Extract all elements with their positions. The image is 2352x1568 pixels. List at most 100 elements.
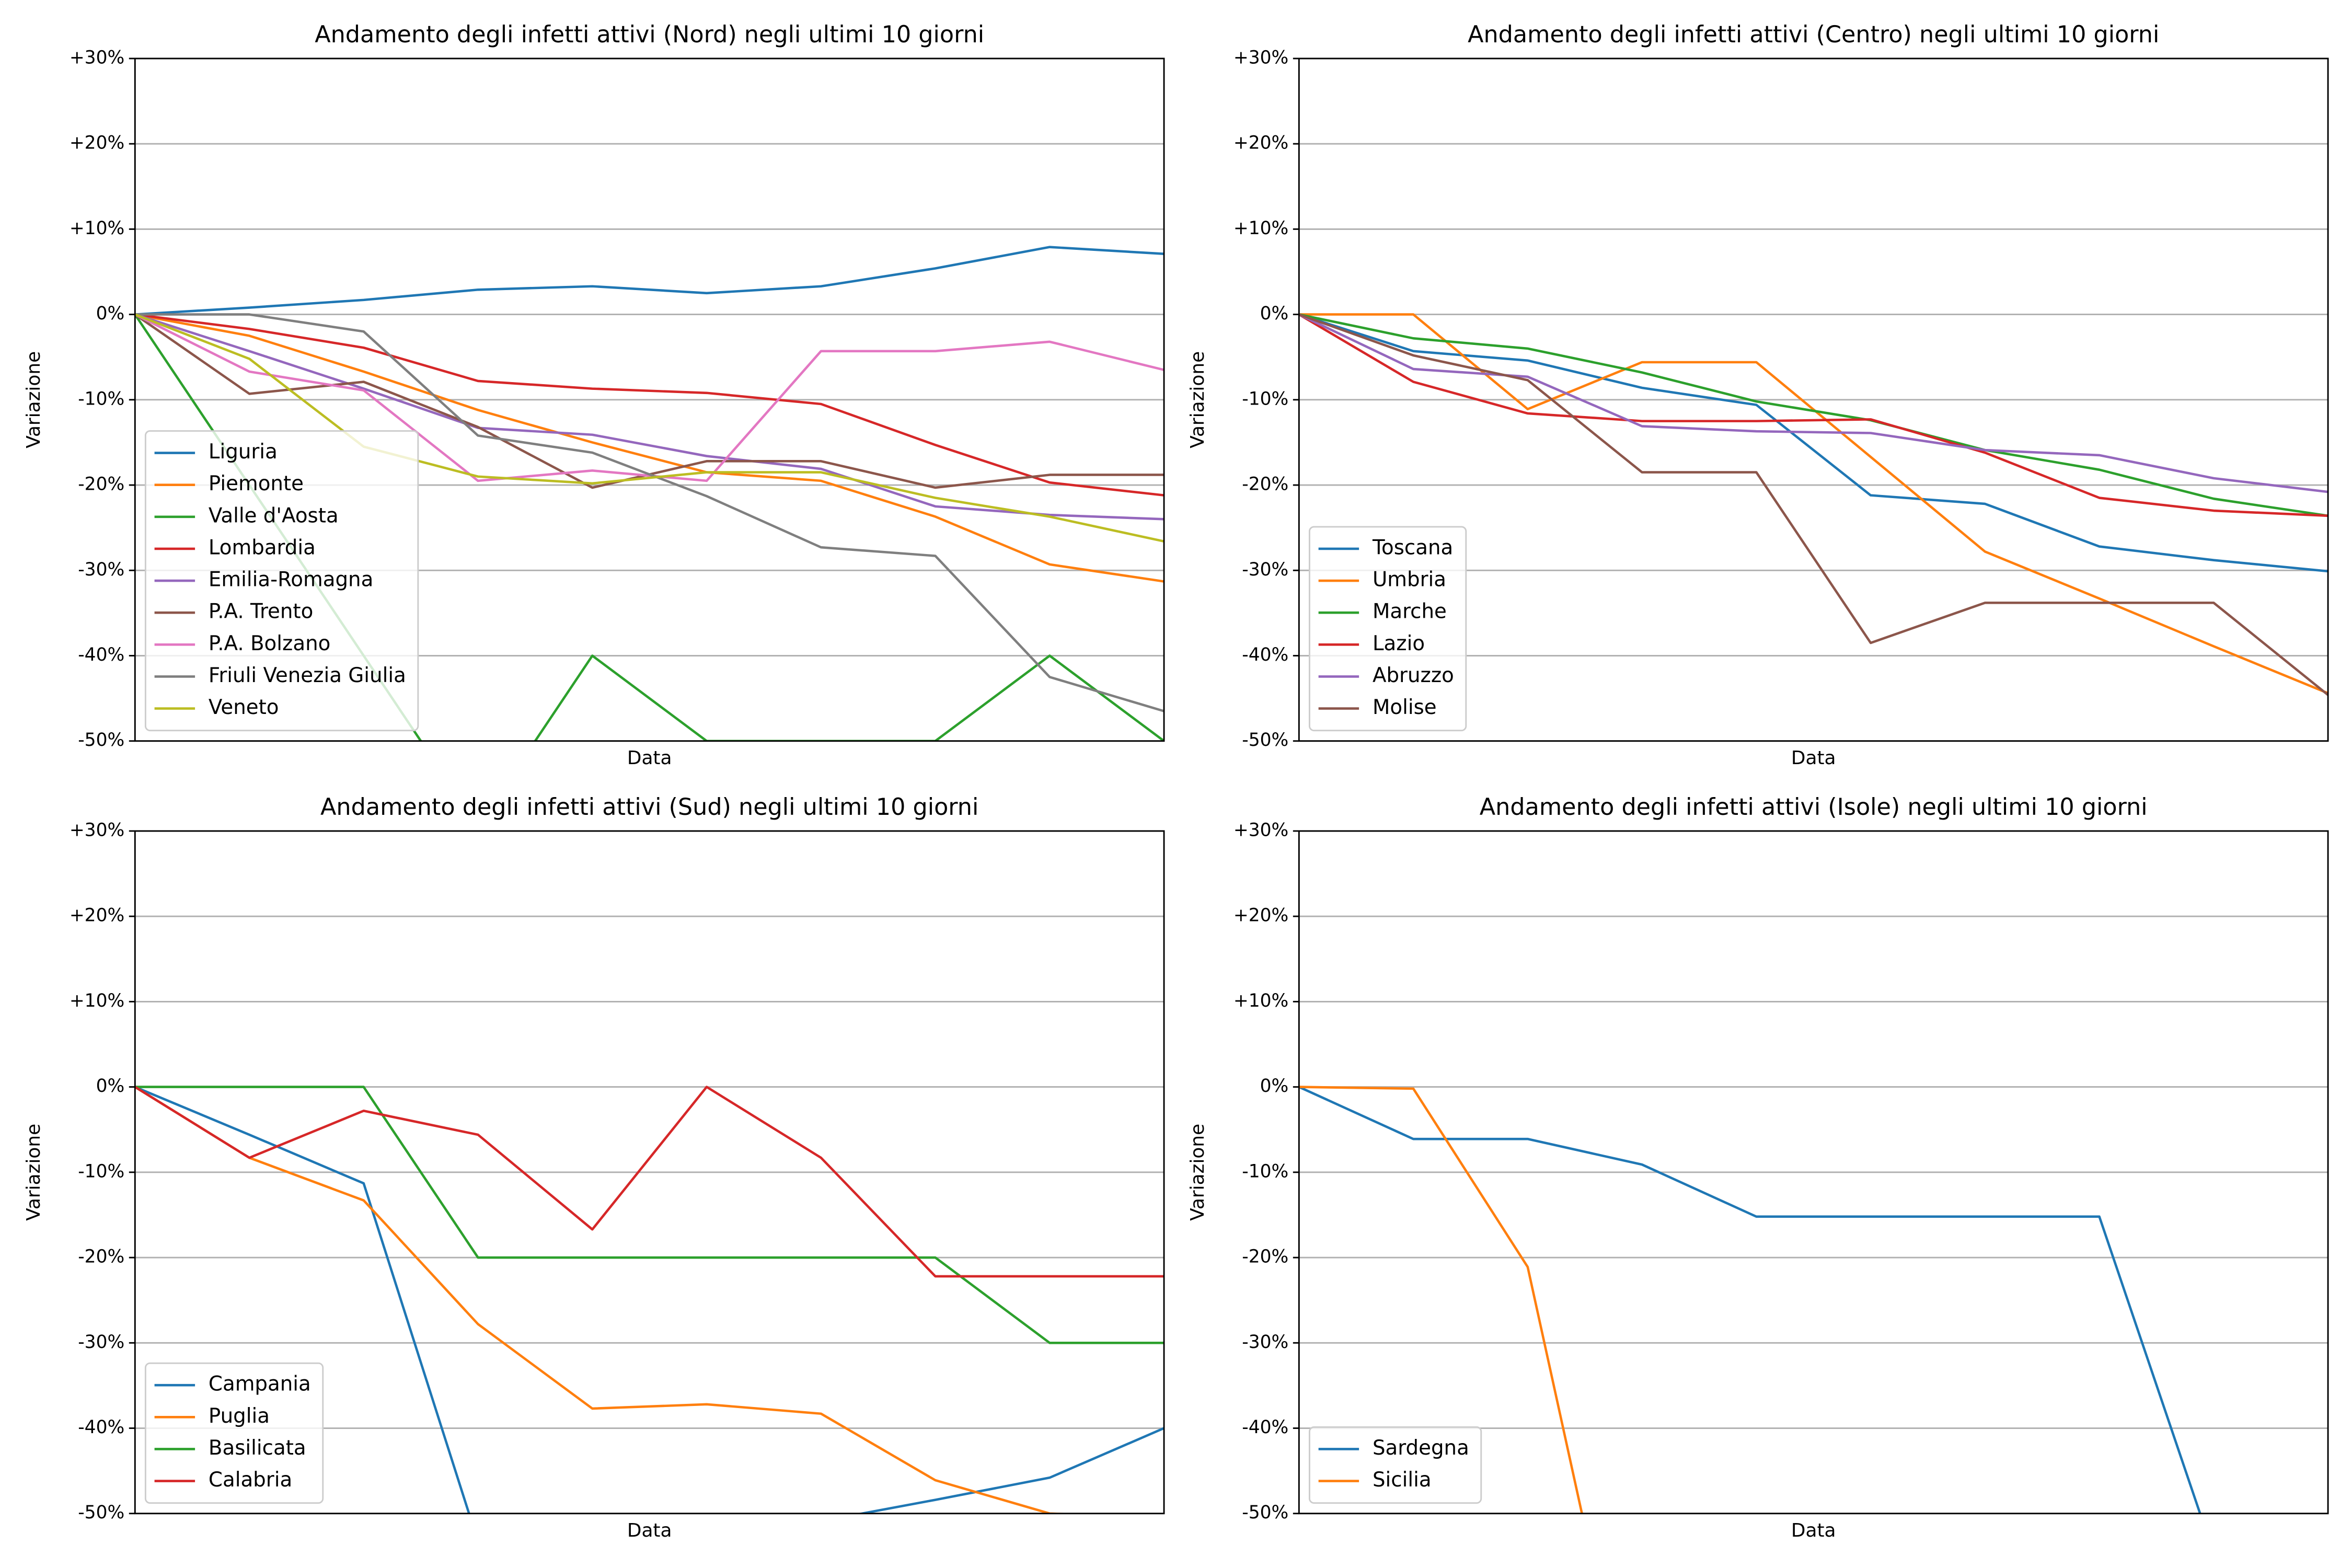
y-tick-label: -40% — [78, 1417, 124, 1438]
legend-label: Abruzzo — [1373, 664, 1454, 687]
panel: -50% -40% -30% -20% -10% 0% +10% +20% +30% Andame… — [23, 21, 1165, 769]
chart-title: Andamento degli infetti attivi (Isole) n… — [1480, 794, 2148, 821]
y-tick-label: +30% — [70, 47, 124, 68]
series-line — [135, 246, 1165, 316]
y-axis-label: Variazione — [23, 351, 44, 448]
legend-label: Campania — [209, 1373, 311, 1396]
legend-box — [144, 1362, 324, 1504]
panel: -50% -40% -30% -20% -10% 0% +10% +20% +30% Andame… — [23, 794, 1165, 1541]
y-tick-label: -10% — [1242, 388, 1288, 409]
series-line — [1299, 313, 2328, 695]
series-line — [1299, 313, 2328, 517]
y-axis-label: Variazione — [1187, 1124, 1208, 1221]
series-line — [135, 1086, 1165, 1514]
series-group — [1299, 313, 2328, 696]
y-tick-label: -30% — [78, 1332, 124, 1353]
y-tick-label: -40% — [1242, 1417, 1288, 1438]
y-tick-label: -50% — [78, 1502, 124, 1523]
legend-label: Umbria — [1373, 568, 1446, 592]
y-tick-label: -50% — [78, 730, 124, 751]
legend-label: Piemonte — [209, 472, 304, 495]
y-tick-label: -10% — [78, 388, 124, 409]
plot-frame — [1298, 57, 2329, 742]
series-line — [1299, 313, 2328, 696]
y-tick-label: -10% — [78, 1161, 124, 1182]
y-tick-label: +30% — [1233, 47, 1288, 68]
legend-box — [144, 430, 419, 732]
y-tick-label: +30% — [1233, 820, 1288, 840]
legend-label: P.A. Bolzano — [209, 632, 330, 655]
panel: -50% -40% -30% -20% -10% 0% +10% +20% +30% Andame… — [1187, 794, 2329, 1541]
y-tick-label: +20% — [70, 905, 124, 926]
y-tick-label: -50% — [1242, 730, 1288, 751]
series-line — [135, 1086, 1165, 1344]
legend: Campania Puglia Basilicata Calabria — [144, 1362, 324, 1504]
y-tick-label: -40% — [1242, 644, 1288, 665]
panel: -50% -40% -30% -20% -10% 0% +10% +20% +30% Andame… — [1187, 21, 2329, 769]
y-tick-label: -20% — [78, 474, 124, 495]
legend-box — [1308, 526, 1467, 732]
series-line — [1299, 313, 2328, 517]
legend-label: Calabria — [209, 1468, 292, 1492]
legend-label: Lazio — [1373, 632, 1425, 655]
legend-label: Molise — [1373, 696, 1437, 719]
legend-label: Sicilia — [1373, 1468, 1432, 1492]
series-group — [1299, 1086, 2201, 1514]
series-line — [135, 313, 1165, 497]
x-axis-label: Data — [1791, 1520, 1836, 1541]
legend-label: Sardegna — [1373, 1436, 1469, 1460]
y-tick-label: -30% — [78, 559, 124, 580]
y-tick-label: +20% — [1233, 905, 1288, 926]
plot-frame — [1298, 830, 2329, 1515]
y-tick-label: 0% — [1260, 303, 1289, 324]
y-tick-label: -30% — [1242, 1332, 1288, 1353]
series-line — [1299, 1086, 2201, 1514]
series-group — [135, 1086, 1165, 1514]
y-tick-label: -10% — [1242, 1161, 1288, 1182]
y-tick-label: +20% — [1233, 133, 1288, 154]
y-tick-label: -50% — [1242, 1502, 1288, 1523]
chart-title: Andamento degli infetti attivi (Sud) neg… — [320, 794, 978, 821]
legend: Liguria Piemonte Valle d'Aosta Lombardia Emi… — [144, 430, 419, 732]
legend: Sardegna Sicilia — [1308, 1426, 1482, 1504]
legend-label: Liguria — [209, 440, 278, 464]
y-tick-label: +30% — [70, 820, 124, 840]
legend-label: Valle d'Aosta — [209, 504, 339, 527]
series-line — [1299, 313, 2328, 573]
series-line — [135, 1086, 1082, 1514]
plot-frame — [134, 830, 1165, 1515]
y-tick-label: -20% — [1242, 474, 1288, 495]
plot-frame — [134, 57, 1165, 742]
legend-label: Friuli Venezia Giulia — [209, 664, 406, 687]
series-line — [135, 313, 1165, 712]
y-tick-label: +10% — [70, 990, 124, 1011]
y-axis-label: Variazione — [23, 1124, 44, 1221]
y-tick-label: -20% — [78, 1247, 124, 1267]
legend-label: Puglia — [209, 1404, 270, 1428]
series-line — [135, 313, 1165, 543]
y-tick-label: 0% — [1260, 1076, 1289, 1097]
series-line — [135, 1086, 1165, 1278]
chart-title: Andamento degli infetti attivi (Nord) ne… — [315, 21, 984, 48]
y-tick-label: +10% — [70, 218, 124, 239]
y-tick-label: -30% — [1242, 559, 1288, 580]
y-tick-label: -40% — [78, 644, 124, 665]
series-line — [135, 313, 1165, 521]
legend-label: Lombardia — [209, 536, 316, 559]
y-tick-label: -20% — [1242, 1247, 1288, 1267]
series-line — [135, 313, 1165, 583]
legend-label: P.A. Trento — [209, 600, 313, 624]
y-tick-label: 0% — [96, 1076, 125, 1097]
legend-label: Emilia-Romagna — [209, 568, 373, 592]
legend-label: Veneto — [209, 696, 279, 719]
y-tick-label: 0% — [96, 303, 125, 324]
legend: Toscana Umbria Marche Lazio Abruzzo Molise — [1308, 526, 1467, 732]
legend-box — [1308, 1426, 1482, 1504]
legend-label: Basilicata — [209, 1436, 306, 1460]
x-axis-label: Data — [627, 747, 672, 769]
series-line — [1299, 313, 2328, 493]
y-axis-label: Variazione — [1187, 351, 1208, 448]
y-tick-label: +10% — [1233, 990, 1288, 1011]
legend-label: Toscana — [1372, 536, 1453, 559]
